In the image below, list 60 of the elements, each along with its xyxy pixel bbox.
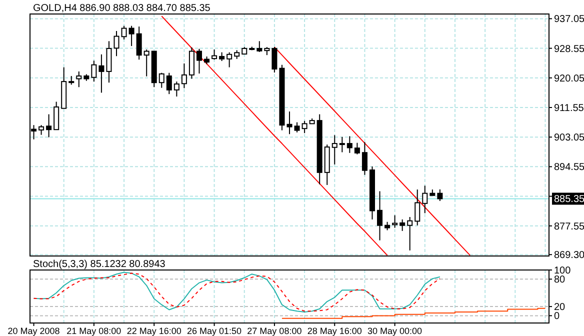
- y-tick-label: 100: [554, 266, 572, 276]
- y-tick-label: 911.55: [554, 102, 584, 114]
- x-tick-label: 27 May 08:00: [247, 326, 302, 336]
- candlestick: [54, 101, 60, 130]
- candlestick: [114, 30, 120, 57]
- candlestick: [91, 60, 97, 82]
- candlestick: [407, 216, 413, 251]
- y-tick-label: 80: [554, 274, 566, 286]
- y-tick-label: 877.55: [554, 221, 584, 232]
- candlestick: [181, 62, 187, 89]
- candlestick: [196, 48, 202, 74]
- x-tick-label: 22 May 16:00: [126, 326, 182, 336]
- candlestick: [158, 72, 164, 88]
- candlestick: [392, 214, 398, 228]
- candlestick: [38, 124, 44, 136]
- candlestick: [166, 72, 172, 95]
- candlestick: [354, 142, 360, 155]
- candlestick: [332, 134, 338, 165]
- candlestick: [437, 188, 443, 202]
- candlestick: [294, 122, 300, 133]
- candlestick: [188, 46, 194, 80]
- y-tick-label: 869.30: [554, 250, 584, 262]
- candlestick: [174, 81, 180, 98]
- candlestick: [136, 26, 142, 60]
- y-tick-label: 928.55: [554, 44, 584, 55]
- candlestick: [272, 46, 278, 73]
- candlestick: [286, 110, 292, 135]
- candlestick: [362, 142, 368, 176]
- candlestick: [302, 120, 308, 134]
- chart-title: Stoch(5,3,3) 85.1232 80.8943: [33, 259, 166, 270]
- candlestick: [144, 49, 150, 77]
- candlestick: [106, 40, 112, 84]
- x-tick-label: 21 May 08:00: [66, 326, 122, 336]
- line-series: [161, 16, 388, 256]
- candlestick: [400, 218, 406, 232]
- y-tick-label: 903.05: [554, 132, 584, 144]
- x-tick-label: 26 May 01:50: [187, 326, 242, 336]
- x-tick-label: 30 May 00:00: [368, 326, 422, 336]
- candlestick: [128, 25, 134, 47]
- y-tick-label: 0: [554, 311, 560, 322]
- candlestick: [46, 114, 52, 138]
- candlestick: [339, 136, 345, 153]
- candlestick: [76, 70, 82, 88]
- candlestick: [212, 49, 218, 60]
- candlestick: [377, 190, 383, 241]
- candlestick: [226, 52, 232, 68]
- y-tick-label: 20: [554, 302, 566, 314]
- candlestick: [414, 188, 420, 226]
- candlestick: [346, 136, 352, 154]
- candlestick: [121, 25, 127, 40]
- y-tick-label: 894.55: [554, 162, 584, 174]
- candlestick: [256, 40, 262, 52]
- candlestick: [98, 54, 104, 94]
- x-tick-label: 20 May 2008: [8, 326, 60, 336]
- chart-title: GOLD,H4 886.90 888.03 884.70 885.35: [33, 3, 211, 14]
- y-tick-label: 937.05: [554, 14, 584, 26]
- y-tick-label: 920.05: [554, 73, 584, 84]
- candlestick: [422, 185, 428, 214]
- ref-line-label: 885.35: [554, 194, 584, 206]
- x-tick-label: 28 May 16:00: [307, 326, 362, 336]
